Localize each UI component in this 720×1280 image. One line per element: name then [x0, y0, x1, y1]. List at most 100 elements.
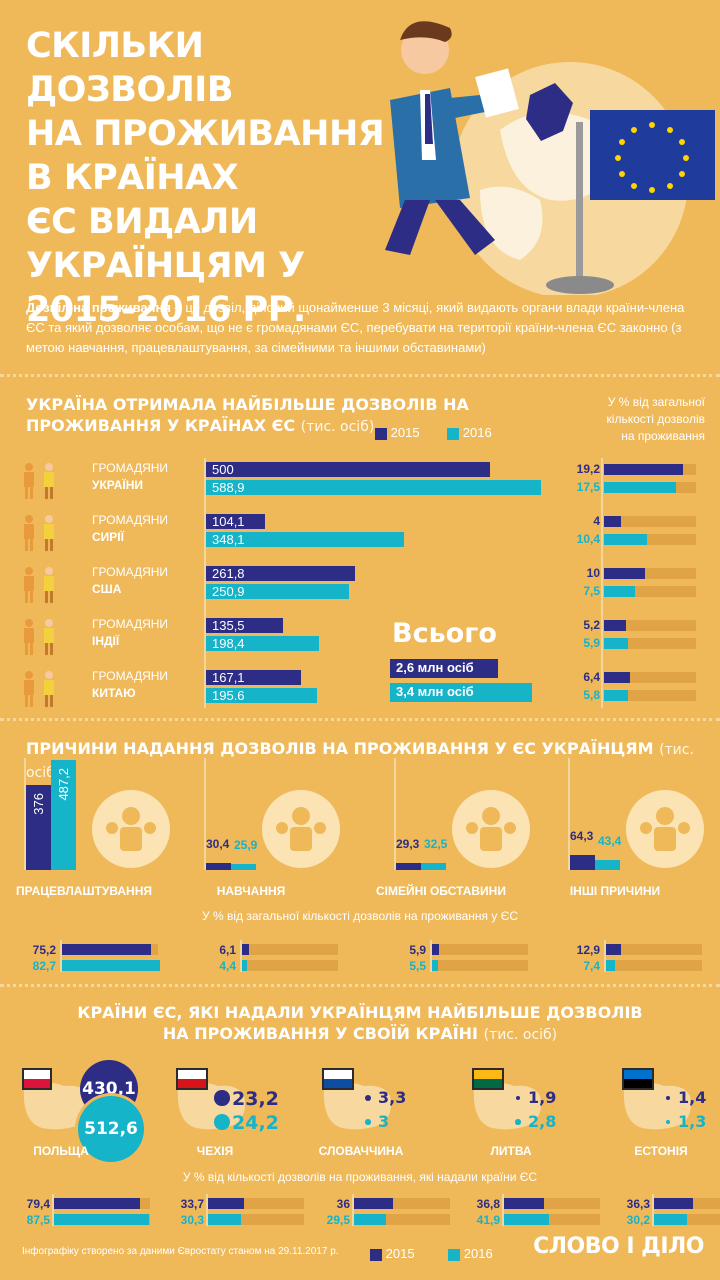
- data-label: 30,4: [206, 837, 230, 852]
- total-2016-bar: [390, 683, 532, 702]
- divider: [0, 984, 720, 987]
- pct-axis-line: [502, 1194, 504, 1226]
- pct-label: 12,9: [576, 943, 600, 957]
- pct-track: [504, 1198, 600, 1209]
- data-point: [666, 1096, 670, 1100]
- pct-label: 4,4: [219, 959, 236, 973]
- axis-line: [568, 758, 570, 870]
- bar: [206, 532, 405, 547]
- pct-label: 5,2: [583, 618, 600, 632]
- bar: [206, 670, 302, 685]
- pct-label: 19,2: [576, 462, 600, 476]
- axis-line: [394, 758, 396, 870]
- data-label: 167,1: [212, 670, 245, 685]
- citizens-word: ГРОМАДЯНИ: [92, 669, 169, 683]
- country-name: УКРАЇНИ: [92, 478, 144, 492]
- pct-track: [208, 1198, 304, 1209]
- total-title: Всього: [392, 618, 497, 649]
- pct-track: [604, 516, 696, 527]
- legend-2016-swatch: [447, 427, 460, 440]
- data-point: [365, 1119, 371, 1125]
- pct-label: 7,5: [583, 584, 600, 598]
- axis-line: [24, 758, 26, 870]
- data-label: 25,9: [234, 838, 258, 853]
- page-title: СКІЛЬКИ ДОЗВОЛІВ НА ПРОЖИВАННЯ В КРАЇНАХ…: [26, 26, 385, 330]
- data-point: [214, 1114, 230, 1130]
- country-name: США: [92, 582, 122, 596]
- category-label: ЧЕХІЯ: [196, 1144, 234, 1158]
- pct-label: 41,9: [476, 1213, 500, 1227]
- data-label: 2,8: [528, 1112, 557, 1131]
- pct-label: 33,7: [180, 1197, 204, 1211]
- flag-icon: [622, 1068, 654, 1090]
- category-label: ІНШІ ПРИЧИНИ: [569, 884, 661, 898]
- pct-track: [604, 672, 696, 683]
- pct-track: [242, 944, 338, 955]
- pct-axis-line: [352, 1194, 354, 1226]
- data-label: 3: [378, 1112, 390, 1131]
- divider: [0, 374, 720, 377]
- pct-label: 6,4: [583, 670, 600, 684]
- category-label: СЛОВАЧЧИНА: [318, 1144, 404, 1158]
- pct-track: [208, 1214, 304, 1225]
- bar: [206, 618, 284, 633]
- pct-label: 17,5: [576, 480, 600, 494]
- pct-axis-line: [206, 1194, 208, 1226]
- pct-bar: [606, 944, 622, 955]
- citizens-word: ГРОМАДЯНИ: [92, 461, 169, 475]
- country-label: ГРОМАДЯНИ ІНДІЇ: [92, 616, 168, 650]
- pct-bar: [604, 620, 626, 631]
- legend-2015-swatch: [375, 427, 387, 440]
- data-label: 135,5: [212, 618, 245, 633]
- worker-icon: [92, 790, 170, 868]
- pct-track: [604, 586, 696, 597]
- pct-bar: [62, 944, 151, 955]
- pct-track: [432, 944, 528, 955]
- pct-bar: [354, 1198, 393, 1209]
- bar: [421, 862, 446, 870]
- pct-bar: [208, 1198, 245, 1209]
- pct-axis-line: [240, 940, 242, 972]
- data-point: [666, 1120, 670, 1124]
- pct-bar: [432, 960, 439, 971]
- pct-track: [604, 638, 696, 649]
- logo: СЛОВО І ДІЛО: [533, 1234, 704, 1259]
- country-name: КИТАЮ: [92, 686, 136, 700]
- countries-pct-caption: У % від кількості дозволів на проживання…: [182, 1170, 538, 1184]
- teacher-icon: [262, 790, 340, 868]
- total-2015-label: 2,6 млн осіб: [396, 660, 474, 675]
- pct-label: 87,5: [26, 1213, 50, 1227]
- data-label: 32,5: [424, 836, 448, 851]
- category-label: ПРАЦЕВЛАШТУВАННЯ: [16, 884, 153, 898]
- data-point: [365, 1095, 371, 1101]
- pct-label: 36: [336, 1197, 350, 1211]
- bar: [206, 566, 355, 581]
- reasons-pct-caption: У % від загальної кількості дозволів на …: [201, 909, 519, 923]
- person-icon: [20, 670, 60, 708]
- axis-line: [204, 458, 206, 708]
- data-label: 500: [212, 462, 234, 477]
- bar: [206, 636, 319, 651]
- pct-axis-line: [430, 940, 432, 972]
- data-label: 348,1: [212, 532, 245, 547]
- pct-bar: [62, 960, 160, 971]
- person-icon: [20, 618, 60, 656]
- pct-label: 36,8: [476, 1197, 500, 1211]
- pct-bar: [604, 690, 628, 701]
- pct-axis-line: [60, 940, 62, 972]
- country-label: ГРОМАДЯНИ КИТАЮ: [92, 668, 168, 702]
- pct-label: 4: [593, 514, 600, 528]
- data-point: [515, 1095, 521, 1101]
- pct-bar: [654, 1198, 694, 1209]
- category-label: СІМЕЙНІ ОБСТАВИНИ: [376, 884, 506, 898]
- data-label: 29,3: [396, 837, 420, 852]
- data-label: 1,3: [678, 1112, 707, 1131]
- person-icon: [20, 514, 60, 552]
- bar: [396, 863, 421, 870]
- country-label: ГРОМАДЯНИ УКРАЇНИ: [92, 460, 168, 494]
- pct-bar: [604, 586, 636, 597]
- pct-label: 30,3: [180, 1213, 204, 1227]
- category-label: НАВЧАННЯ: [216, 884, 286, 898]
- pct-label: 7,4: [583, 959, 600, 973]
- pct-track: [606, 960, 702, 971]
